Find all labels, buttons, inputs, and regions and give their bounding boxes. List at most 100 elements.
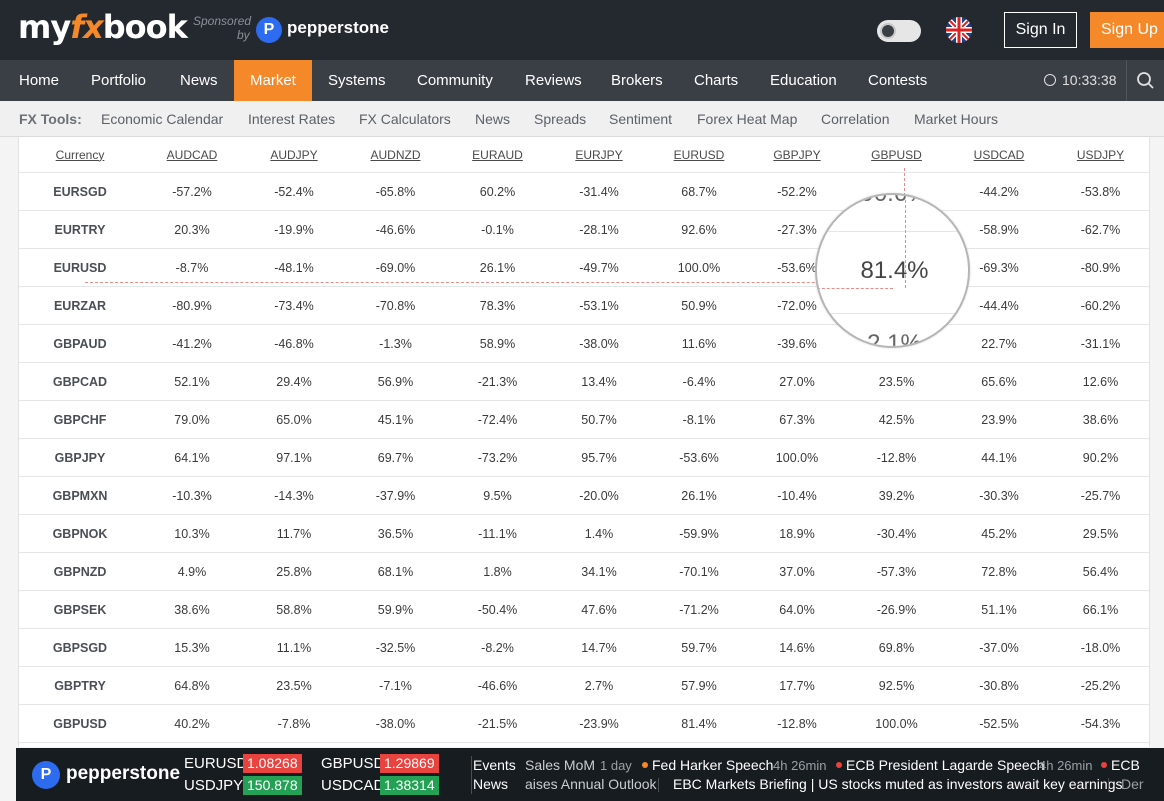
row-currency[interactable]: EURZAR xyxy=(53,298,107,313)
pepperstone-logo-icon[interactable]: P xyxy=(256,17,282,43)
top-header: myfxbook Sponsored by P pepperstone Sign… xyxy=(0,0,1164,60)
col-header-euraud[interactable]: EURAUD xyxy=(472,147,523,162)
theme-toggle[interactable] xyxy=(877,20,921,42)
table-row: GBPUSD 40.2% -7.8% -38.0% -21.5% -23.9% 81.4% -… xyxy=(19,705,1149,743)
correlation-cell: 14.7% xyxy=(581,640,617,655)
tool-spreads[interactable]: Spreads xyxy=(534,111,587,127)
nav-contests[interactable]: Contests xyxy=(868,72,928,89)
tool-market-hours[interactable]: Market Hours xyxy=(914,111,999,127)
col-header-currency[interactable]: Currency xyxy=(55,147,105,162)
correlation-cell: 45.2% xyxy=(981,526,1017,541)
correlation-cell: -53.6% xyxy=(777,260,817,275)
row-currency[interactable]: GBPSEK xyxy=(53,602,107,617)
nav-home[interactable]: Home xyxy=(19,72,60,89)
nav-education[interactable]: Education xyxy=(770,72,837,89)
correlation-cell: -30.8% xyxy=(979,678,1019,693)
importance-dot-icon xyxy=(836,762,842,768)
correlation-cell: -10.3% xyxy=(172,488,212,503)
myfxbook-logo[interactable]: myfxbook xyxy=(18,8,188,46)
col-header-usdjpy[interactable]: USDJPY xyxy=(1076,147,1125,162)
event-item[interactable]: Fed Harker Speech xyxy=(642,757,773,773)
correlation-cell: -11.1% xyxy=(478,526,517,541)
row-currency[interactable]: GBPTRY xyxy=(54,678,106,693)
ticker-footer: P pepperstone EURUSD 1.08268 GBPUSD 1.29… xyxy=(16,748,1164,801)
correlation-cell: -48.1% xyxy=(274,260,314,275)
correlation-cell: -20.0% xyxy=(579,488,619,503)
table-row: EURZAR -80.9% -73.4% -70.8% 78.3% -53.1% 50.9%… xyxy=(19,287,1149,325)
correlation-cell: -72.0% xyxy=(777,298,817,313)
nav-community[interactable]: Community xyxy=(417,72,493,89)
sponsor-name[interactable]: pepperstone xyxy=(287,18,390,37)
row-currency[interactable]: GBPCHF xyxy=(53,412,107,427)
event-item[interactable]: ECB xyxy=(1101,757,1140,773)
row-currency[interactable]: GBPSGD xyxy=(52,640,108,655)
news-item[interactable]: Der xyxy=(1121,776,1144,792)
col-header-audjpy[interactable]: AUDJPY xyxy=(270,147,318,162)
col-header-audnzd[interactable]: AUDNZD xyxy=(370,147,421,162)
sign-up-button[interactable]: Sign Up xyxy=(1090,12,1164,48)
footer-brand[interactable]: pepperstone xyxy=(66,763,181,784)
quote-pair[interactable]: GBPUSD xyxy=(321,755,385,772)
pepperstone-logo-icon[interactable]: P xyxy=(32,761,60,789)
event-item[interactable]: ECB President Lagarde Speech xyxy=(836,757,1044,773)
col-header-audcad[interactable]: AUDCAD xyxy=(166,147,218,162)
sign-in-button[interactable]: Sign In xyxy=(1004,12,1077,48)
tool-sentiment[interactable]: Sentiment xyxy=(609,111,673,127)
correlation-cell: 27.0% xyxy=(779,374,815,389)
correlation-cell: 23.5% xyxy=(276,678,312,693)
quote-pair[interactable]: EURUSD xyxy=(184,755,248,772)
tool-interest-rates[interactable]: Interest Rates xyxy=(248,111,336,127)
quote-pair[interactable]: USDCAD xyxy=(321,777,385,794)
quote-pair[interactable]: USDJPY xyxy=(184,777,244,794)
uk-flag-icon[interactable] xyxy=(946,17,972,43)
tool-forex-heat-map[interactable]: Forex Heat Map xyxy=(697,111,798,127)
col-header-gbpjpy[interactable]: GBPJPY xyxy=(773,147,821,162)
correlation-cell: 45.1% xyxy=(377,412,414,427)
row-currency[interactable]: GBPNOK xyxy=(52,526,108,541)
correlation-cell: -53.6% xyxy=(679,450,719,465)
nav-news[interactable]: News xyxy=(180,72,218,89)
correlation-cell: 26.1% xyxy=(479,260,516,275)
row-currency[interactable]: EURUSD xyxy=(53,260,107,275)
news-item[interactable]: EBC Markets Briefing | US stocks muted a… xyxy=(673,776,1123,792)
correlation-cell: -46.6% xyxy=(375,222,416,237)
nav-charts[interactable]: Charts xyxy=(694,72,739,89)
row-currency[interactable]: GBPCAD xyxy=(52,374,108,389)
nav-systems[interactable]: Systems xyxy=(328,72,386,89)
search-button[interactable] xyxy=(1126,60,1164,101)
row-currency[interactable]: GBPMXN xyxy=(52,488,108,503)
row-currency[interactable]: EURSGD xyxy=(53,184,107,199)
correlation-cell: -8.7% xyxy=(175,260,209,275)
news-item[interactable]: aises Annual Outlook xyxy=(525,776,657,792)
table-row: GBPSEK 38.6% 58.8% 59.9% -50.4% 47.6% -71.2% 64… xyxy=(19,591,1149,629)
correlation-cell: 37.0% xyxy=(779,564,815,579)
correlation-cell: 81.4% xyxy=(681,716,717,731)
tool-news[interactable]: News xyxy=(475,111,511,127)
nav-brokers[interactable]: Brokers xyxy=(611,72,663,89)
row-currency[interactable]: GBPJPY xyxy=(54,450,106,465)
main-nav: Home Portfolio News Market Systems Commu… xyxy=(0,60,1164,101)
tool-correlation[interactable]: Correlation xyxy=(821,111,890,127)
nav-portfolio[interactable]: Portfolio xyxy=(91,72,147,89)
correlation-cell: 56.4% xyxy=(1082,564,1119,579)
correlation-cell: 44.1% xyxy=(981,450,1017,465)
row-currency[interactable]: EURTRY xyxy=(54,222,106,237)
col-header-eurusd[interactable]: EURUSD xyxy=(673,147,725,162)
col-header-eurjpy[interactable]: EURJPY xyxy=(575,147,623,162)
correlation-cell: -25.7% xyxy=(1080,488,1121,503)
col-header-gbpusd[interactable]: GBPUSD xyxy=(871,147,922,162)
event-item[interactable]: Sales MoM xyxy=(525,757,596,773)
tool-fx-calculators[interactable]: FX Calculators xyxy=(359,111,451,127)
nav-market[interactable]: Market xyxy=(234,60,312,101)
news-separator xyxy=(658,778,659,792)
correlation-cell: -1.3% xyxy=(379,336,412,351)
table-row: EURTRY 20.3% -19.9% -46.6% -0.1% -28.1% 92.6% -… xyxy=(19,211,1149,249)
tool-economic-calendar[interactable]: Economic Calendar xyxy=(101,111,224,127)
row-currency[interactable]: GBPAUD xyxy=(53,336,107,351)
row-currency[interactable]: GBPNZD xyxy=(53,564,107,579)
correlation-cell: -58.9% xyxy=(979,222,1019,237)
row-currency[interactable]: GBPUSD xyxy=(53,716,107,731)
correlation-cell: 52.1% xyxy=(174,374,210,389)
nav-reviews[interactable]: Reviews xyxy=(525,72,582,89)
col-header-usdcad[interactable]: USDCAD xyxy=(973,147,1025,162)
